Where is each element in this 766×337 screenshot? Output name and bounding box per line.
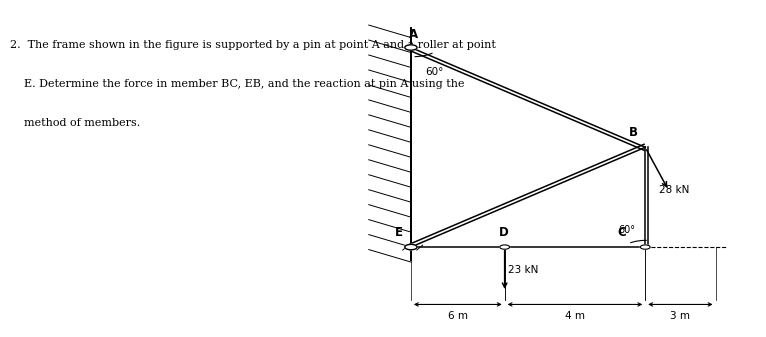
Text: 23 kN: 23 kN bbox=[508, 265, 538, 275]
Circle shape bbox=[404, 45, 417, 50]
Text: E: E bbox=[394, 226, 403, 239]
Circle shape bbox=[404, 244, 417, 250]
Text: 6 m: 6 m bbox=[448, 311, 468, 321]
Circle shape bbox=[499, 245, 509, 249]
Text: D: D bbox=[499, 226, 509, 239]
Text: 60°: 60° bbox=[425, 67, 444, 77]
Text: A: A bbox=[409, 28, 418, 40]
Text: 28 kN: 28 kN bbox=[660, 185, 689, 195]
Text: B: B bbox=[629, 126, 638, 139]
Text: 60°: 60° bbox=[618, 225, 635, 235]
Text: 2.  The frame shown in the figure is supported by a pin at point A and a roller : 2. The frame shown in the figure is supp… bbox=[10, 40, 496, 51]
Text: 3 m: 3 m bbox=[670, 311, 690, 321]
Text: method of members.: method of members. bbox=[10, 118, 140, 128]
Text: E. Determine the force in member BC, EB, and the reaction at pin A using the: E. Determine the force in member BC, EB,… bbox=[10, 79, 464, 89]
Circle shape bbox=[640, 245, 650, 249]
Text: C: C bbox=[617, 226, 626, 239]
Text: 4 m: 4 m bbox=[565, 311, 585, 321]
